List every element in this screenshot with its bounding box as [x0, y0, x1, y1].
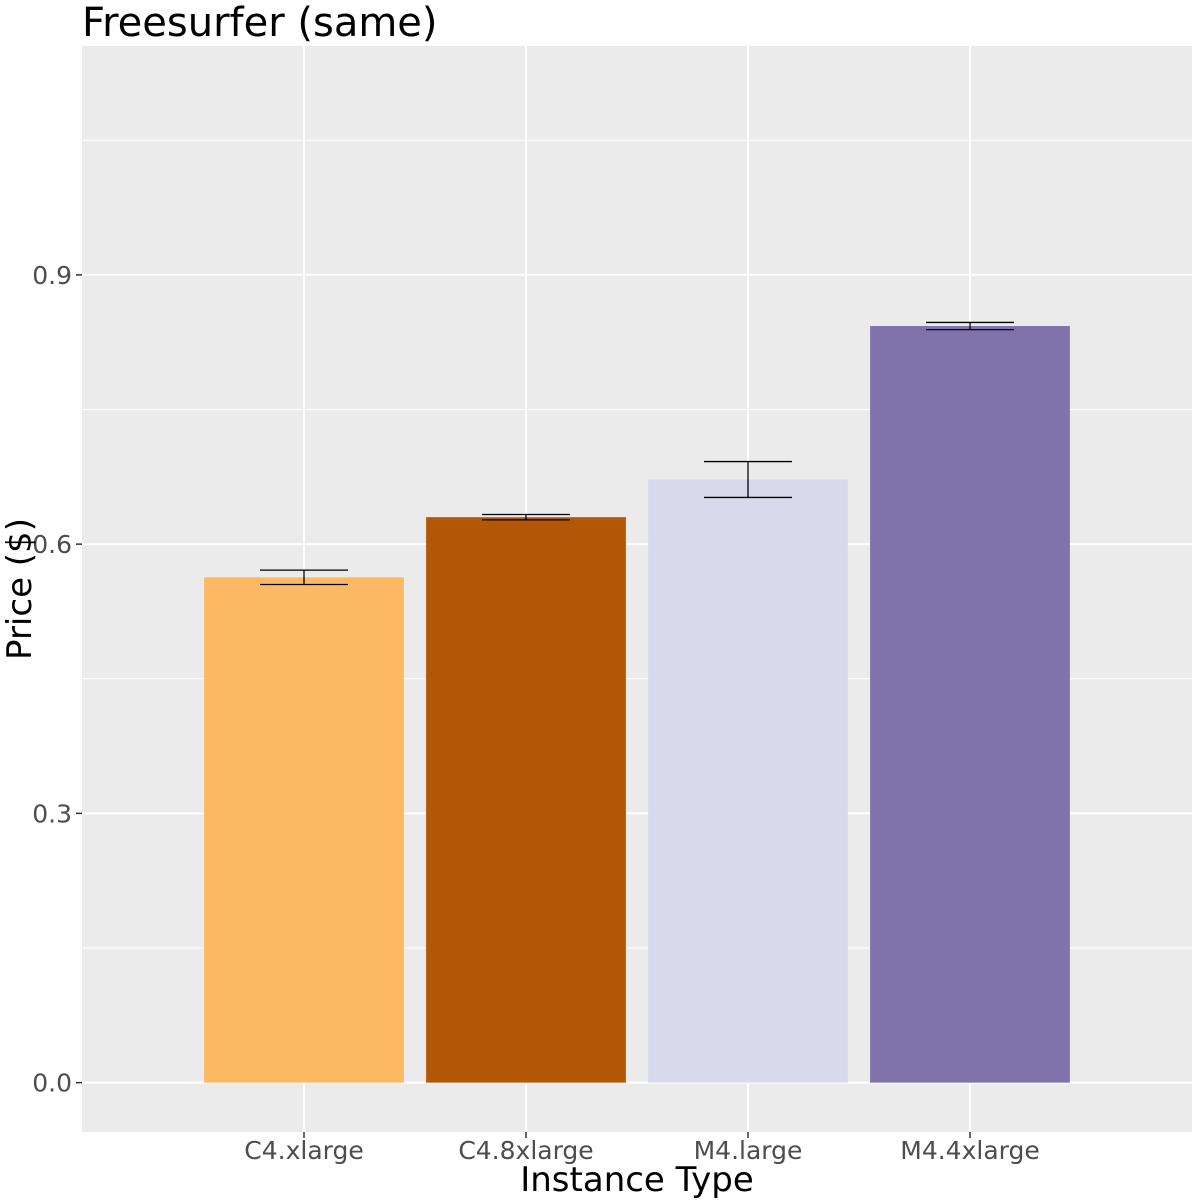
y-tick-label: 0.0 — [32, 1069, 72, 1098]
bar-m4-4xlarge — [870, 326, 1070, 1083]
y-tick-label: 0.9 — [32, 261, 72, 290]
y-tick-label: 0.3 — [32, 799, 72, 828]
y-axis: 0.0 0.3 0.6 0.9 — [32, 261, 82, 1098]
y-tick-label: 0.6 — [32, 530, 72, 559]
x-tick-label: M4.large — [694, 1136, 803, 1165]
x-tick-label: C4.xlarge — [244, 1136, 363, 1165]
error-bar — [926, 321, 1014, 331]
x-tick-label: M4.4xlarge — [900, 1136, 1039, 1165]
error-bar — [482, 513, 570, 521]
error-bar — [704, 460, 792, 499]
bar-c4-xlarge — [204, 577, 404, 1083]
bars — [204, 326, 1070, 1083]
chart-title: Freesurfer (same) — [82, 0, 438, 46]
x-tick-label: C4.8xlarge — [458, 1136, 593, 1165]
error-bars — [260, 321, 1014, 586]
x-axis-title: Instance Type — [520, 1160, 754, 1200]
bar-m4-large — [648, 479, 848, 1083]
bar-c4-8xlarge — [426, 517, 626, 1083]
y-axis-title: Price ($) — [0, 518, 40, 660]
error-bar — [260, 569, 348, 586]
x-axis: C4.xlarge C4.8xlarge M4.large M4.4xlarge — [244, 1132, 1040, 1165]
